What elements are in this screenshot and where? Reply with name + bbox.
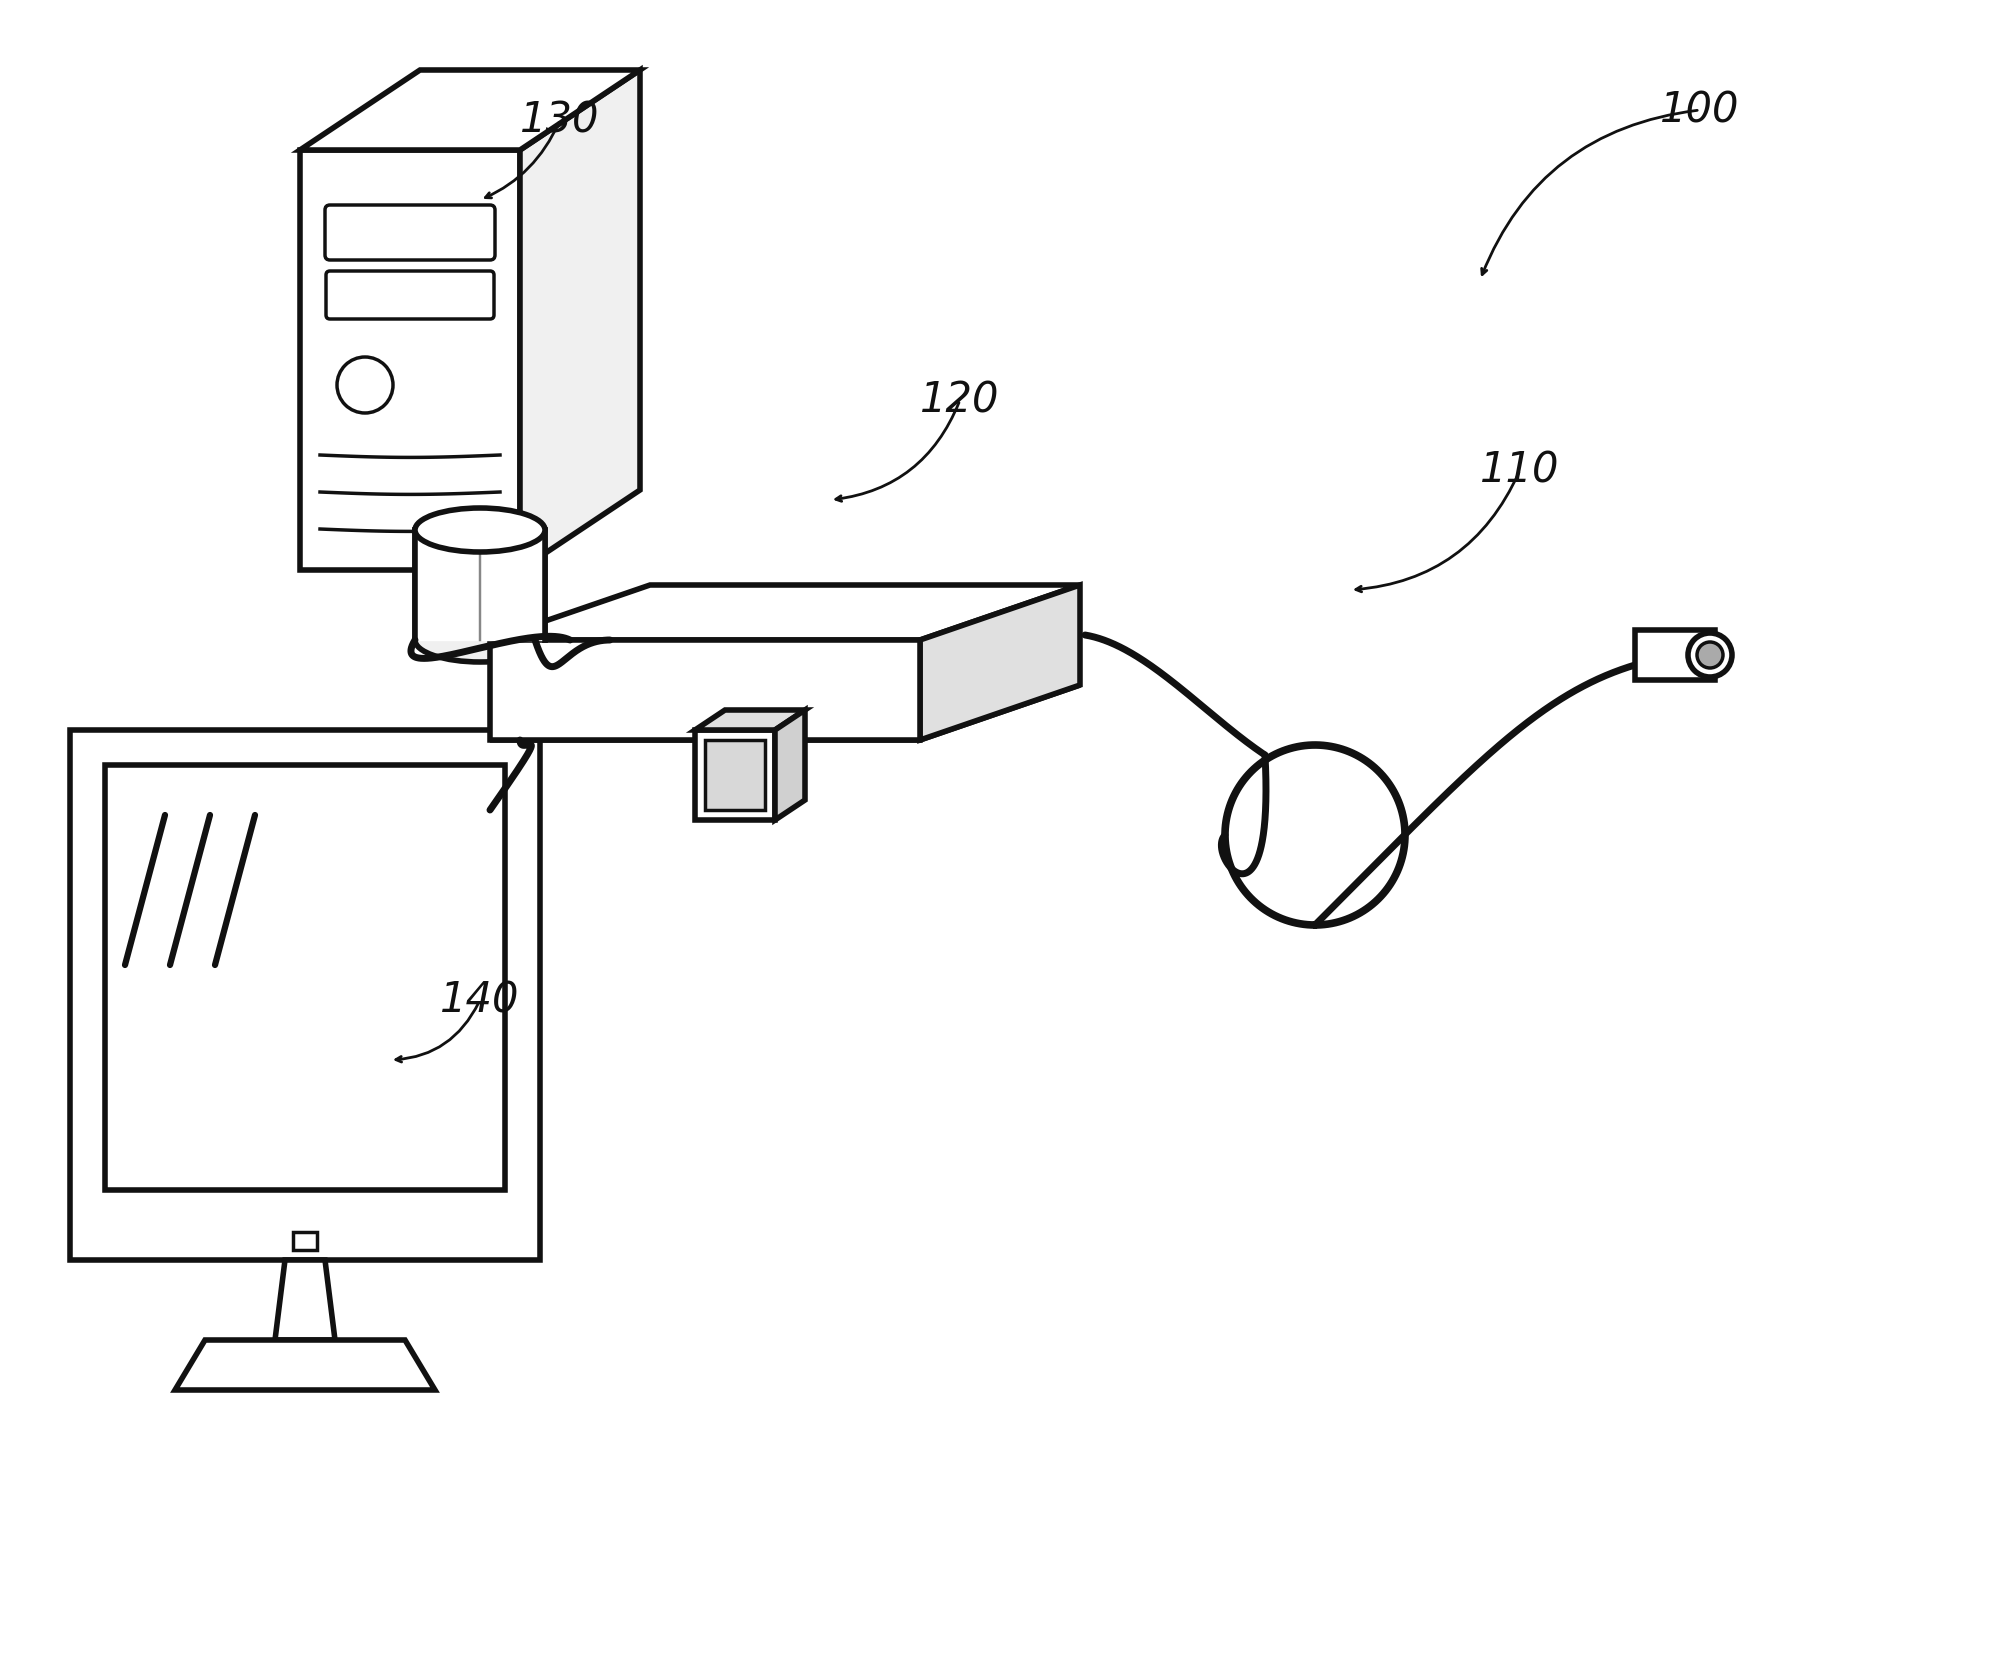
Polygon shape (705, 741, 765, 811)
Text: 110: 110 (1480, 449, 1560, 490)
Polygon shape (1635, 631, 1715, 681)
Polygon shape (695, 711, 805, 731)
FancyBboxPatch shape (327, 270, 494, 319)
Text: 130: 130 (520, 98, 600, 142)
Polygon shape (490, 641, 920, 741)
Polygon shape (175, 1339, 434, 1389)
Ellipse shape (414, 619, 546, 662)
FancyBboxPatch shape (325, 205, 494, 260)
Polygon shape (490, 686, 1080, 741)
Circle shape (1697, 642, 1723, 667)
Polygon shape (293, 1233, 317, 1249)
Text: 100: 100 (1659, 88, 1739, 132)
Polygon shape (695, 731, 775, 821)
Polygon shape (106, 766, 506, 1189)
Polygon shape (775, 711, 805, 821)
Polygon shape (70, 731, 540, 1259)
Text: 140: 140 (440, 979, 520, 1021)
Polygon shape (301, 70, 639, 150)
Circle shape (337, 357, 392, 414)
Polygon shape (920, 585, 1080, 741)
Polygon shape (301, 150, 520, 570)
Polygon shape (520, 70, 639, 570)
Text: 120: 120 (920, 379, 1000, 420)
Polygon shape (275, 1259, 335, 1339)
Polygon shape (490, 585, 1080, 641)
Ellipse shape (414, 509, 546, 552)
Circle shape (1687, 632, 1731, 677)
